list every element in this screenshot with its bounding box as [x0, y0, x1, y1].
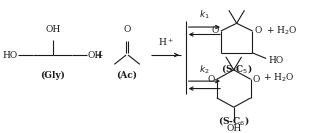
- Text: + H$_2$O: + H$_2$O: [266, 24, 297, 37]
- Text: O: O: [255, 26, 262, 36]
- Text: O: O: [253, 75, 260, 84]
- Text: +: +: [95, 51, 104, 59]
- Text: $k_2$: $k_2$: [199, 63, 210, 76]
- Text: OH: OH: [88, 51, 103, 59]
- Text: HO: HO: [268, 56, 283, 65]
- Text: OH: OH: [226, 124, 241, 133]
- Text: $k_1$: $k_1$: [199, 9, 210, 21]
- Text: OH: OH: [45, 26, 60, 34]
- Text: (S-C$_5$): (S-C$_5$): [221, 62, 252, 75]
- Text: + H$_2$O: + H$_2$O: [263, 71, 295, 84]
- Text: O: O: [123, 26, 131, 34]
- Text: O: O: [212, 26, 219, 36]
- Text: (S-C$_6$): (S-C$_6$): [218, 114, 249, 127]
- Text: H$^+$: H$^+$: [158, 37, 173, 49]
- Text: (Gly): (Gly): [40, 71, 65, 80]
- Text: (Ac): (Ac): [117, 71, 138, 80]
- Text: HO: HO: [2, 51, 17, 59]
- Text: O: O: [207, 75, 215, 84]
